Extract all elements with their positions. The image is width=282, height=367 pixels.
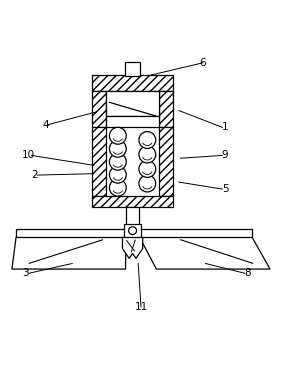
Polygon shape xyxy=(12,237,126,269)
Bar xyxy=(92,127,106,196)
Bar xyxy=(92,196,173,207)
Circle shape xyxy=(129,227,136,235)
Polygon shape xyxy=(122,237,143,258)
Circle shape xyxy=(109,140,126,157)
Text: 4: 4 xyxy=(42,120,49,130)
Text: 11: 11 xyxy=(135,302,147,312)
Circle shape xyxy=(109,166,126,183)
Polygon shape xyxy=(139,237,270,269)
Bar xyxy=(126,207,139,237)
Circle shape xyxy=(109,127,126,144)
Circle shape xyxy=(139,132,156,148)
Bar xyxy=(159,91,173,127)
Bar xyxy=(106,91,159,116)
Circle shape xyxy=(109,179,126,196)
Circle shape xyxy=(139,146,156,163)
Bar xyxy=(92,76,173,91)
Text: 2: 2 xyxy=(31,170,38,180)
Text: 6: 6 xyxy=(199,58,206,68)
Text: 3: 3 xyxy=(23,268,29,278)
Text: 8: 8 xyxy=(244,268,251,278)
Circle shape xyxy=(139,161,156,177)
Circle shape xyxy=(139,175,156,192)
Bar xyxy=(106,116,159,127)
Text: 1: 1 xyxy=(222,122,228,132)
Text: 9: 9 xyxy=(222,150,228,160)
Text: 5: 5 xyxy=(222,184,228,194)
Bar xyxy=(92,91,106,127)
Bar xyxy=(159,127,173,196)
Text: 10: 10 xyxy=(22,150,35,160)
Bar xyxy=(16,229,252,237)
Bar xyxy=(125,62,140,76)
Circle shape xyxy=(109,153,126,170)
Bar xyxy=(124,224,141,237)
